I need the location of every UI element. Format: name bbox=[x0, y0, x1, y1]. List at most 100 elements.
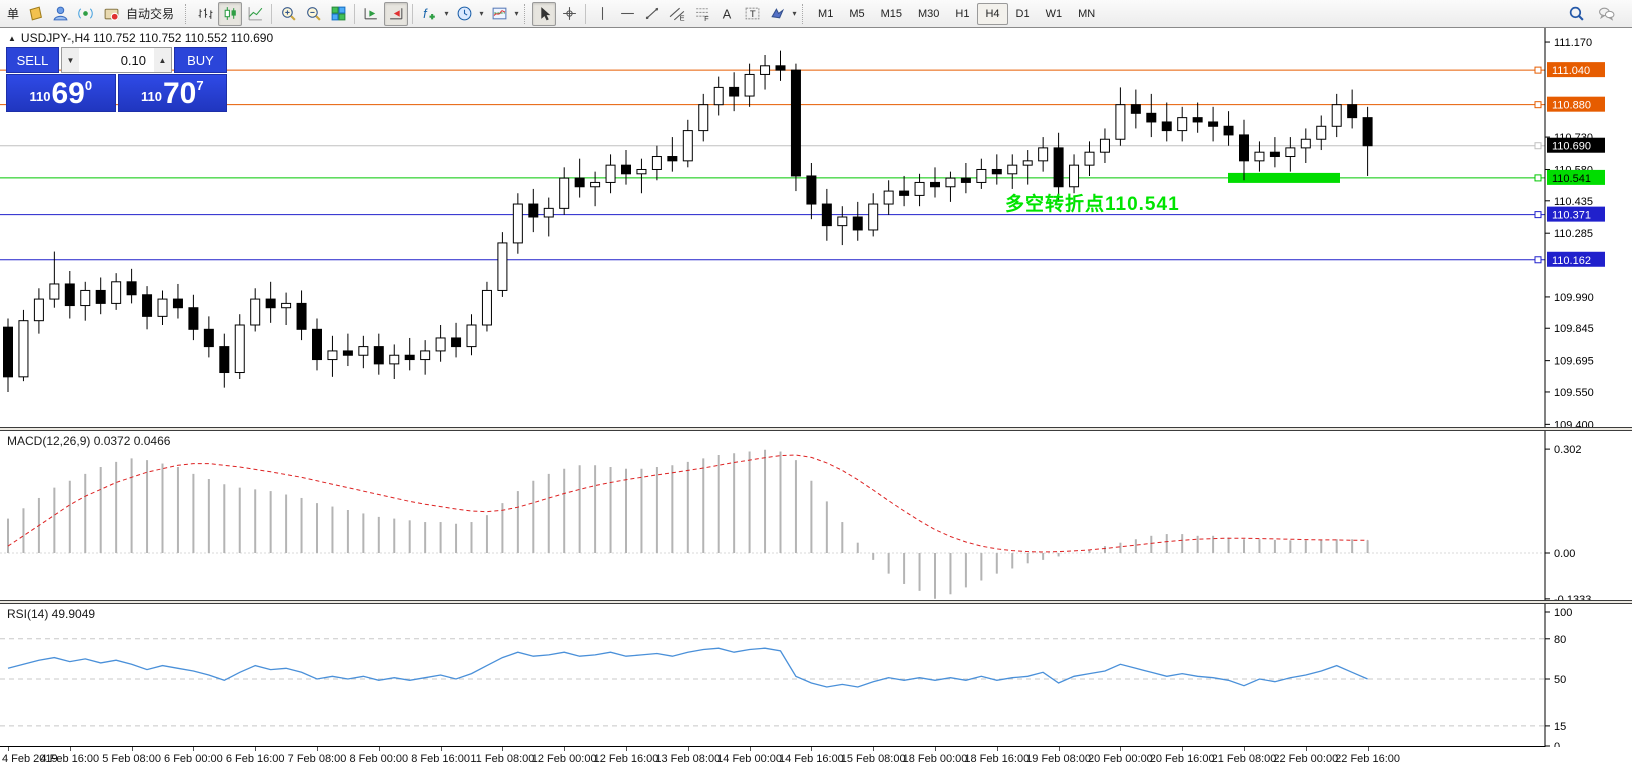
svg-text:110.285: 110.285 bbox=[1554, 228, 1593, 240]
new-order-button[interactable] bbox=[23, 2, 47, 26]
volume-stepper: ▼ ▲ bbox=[61, 47, 172, 73]
svg-text:109.400: 109.400 bbox=[1554, 419, 1594, 428]
time-label: 4 Feb 16:00 bbox=[40, 753, 100, 765]
macd-histogram bbox=[7, 449, 1369, 599]
toolbar-grip[interactable] bbox=[185, 3, 190, 24]
bar-chart-mode-button[interactable] bbox=[193, 2, 217, 26]
rsi-label: RSI(14) 49.9049 bbox=[7, 607, 96, 621]
pivot-annotation: 多空转折点110.541 bbox=[1005, 194, 1180, 215]
auto-scroll-button[interactable] bbox=[359, 2, 383, 26]
svg-text:109.845: 109.845 bbox=[1554, 323, 1594, 335]
tf-button-M30[interactable]: M30 bbox=[918, 7, 940, 20]
tf-button-W1[interactable]: W1 bbox=[1045, 7, 1063, 20]
volume-input[interactable] bbox=[79, 48, 154, 72]
templates-dropdown-caret-icon[interactable]: ▾ bbox=[514, 9, 519, 18]
fibonacci-icon: F bbox=[695, 8, 709, 22]
text-button[interactable]: A bbox=[715, 2, 739, 26]
toolbar-grip[interactable] bbox=[802, 3, 807, 24]
indicators-dropdown-caret-icon[interactable]: ▾ bbox=[444, 9, 449, 18]
tf-button-M5[interactable]: M5 bbox=[849, 7, 865, 20]
vertical-line-button[interactable] bbox=[590, 2, 614, 26]
macd-panel-canvas[interactable]: 0.302 0.00 -0.1333 bbox=[0, 431, 1632, 601]
volume-decrease-button[interactable]: ▼ bbox=[62, 48, 79, 72]
svg-text:T: T bbox=[749, 9, 755, 20]
tf-button-M15[interactable]: M15 bbox=[880, 7, 902, 20]
horizontal-line-button[interactable] bbox=[615, 2, 639, 26]
time-tick bbox=[1244, 747, 1245, 751]
panel-splitter[interactable] bbox=[0, 427, 1632, 431]
arrows-dropdown-caret-icon[interactable]: ▾ bbox=[792, 9, 797, 18]
time-label: 8 Feb 16:00 bbox=[411, 753, 470, 765]
chart-title-row: ▲ USDJPY-,H4 110.752 110.752 110.552 110… bbox=[8, 31, 273, 45]
sell-price-button[interactable]: 110 69 0 bbox=[6, 74, 116, 112]
broadcast-button[interactable] bbox=[73, 2, 97, 26]
fibonacci-button[interactable]: F bbox=[690, 2, 714, 26]
toolbar-grip[interactable] bbox=[524, 3, 529, 24]
text-label-button[interactable]: T bbox=[740, 2, 764, 26]
panel-splitter[interactable] bbox=[0, 600, 1632, 604]
buy-button[interactable]: BUY bbox=[174, 47, 227, 73]
indicators-button[interactable]: f bbox=[417, 2, 441, 26]
time-label: 11 Feb 08:00 bbox=[470, 753, 535, 765]
candlestick-mode-button[interactable] bbox=[218, 1, 243, 26]
time-tick bbox=[935, 747, 936, 751]
profile-icon bbox=[52, 6, 68, 21]
arrows-button[interactable] bbox=[765, 2, 789, 26]
text-a-icon: A bbox=[722, 6, 731, 21]
zoom-out-icon bbox=[306, 7, 321, 21]
tile-windows-button[interactable] bbox=[326, 2, 350, 26]
indicators-icon: f bbox=[423, 6, 435, 21]
svg-text:A: A bbox=[722, 6, 731, 21]
volume-increase-button[interactable]: ▲ bbox=[154, 48, 171, 72]
time-label: 15 Feb 08:00 bbox=[840, 753, 906, 765]
vertical-line-icon bbox=[601, 7, 603, 20]
time-axis[interactable]: 4 Feb 2019 4 Feb 16:00 5 Feb 08:00 6 Feb 00… bbox=[0, 747, 1632, 771]
periods-dropdown-caret-icon[interactable]: ▾ bbox=[479, 9, 484, 18]
autotrade-icon bbox=[104, 8, 119, 21]
horizontal-line-icon bbox=[620, 12, 634, 15]
time-tick bbox=[996, 747, 998, 751]
one-click-trading-panel: SELL ▼ ▲ BUY 110 69 0 110 70 7 bbox=[6, 47, 227, 112]
crosshair-icon bbox=[562, 7, 576, 20]
tf-button-H4[interactable]: H4 bbox=[977, 2, 1008, 25]
cursor-button[interactable] bbox=[532, 1, 557, 26]
time-label: 6 Feb 16:00 bbox=[225, 753, 285, 765]
order-menu-label[interactable]: 单 bbox=[7, 7, 20, 21]
profile-button[interactable] bbox=[48, 2, 72, 26]
svg-text:109.550: 109.550 bbox=[1554, 387, 1594, 399]
chart-shift-button[interactable] bbox=[384, 1, 409, 26]
line-chart-mode-button[interactable] bbox=[243, 2, 267, 26]
tile-windows-icon bbox=[331, 6, 345, 21]
sell-button[interactable]: SELL bbox=[6, 47, 59, 73]
main-chart-canvas[interactable]: 111.170110.730110.580110.435110.285109.9… bbox=[0, 28, 1632, 428]
buy-price-button[interactable]: 110 70 7 bbox=[117, 74, 227, 112]
time-label: 14 Feb 00:00 bbox=[717, 753, 783, 765]
zoom-in-button[interactable] bbox=[276, 2, 300, 26]
tf-button-M1[interactable]: M1 bbox=[818, 7, 834, 20]
trendline-button[interactable] bbox=[640, 2, 664, 26]
search-icon bbox=[1569, 6, 1584, 21]
rsi-panel-canvas[interactable]: 100 80 50 15 0 bbox=[0, 604, 1632, 747]
svg-text:100: 100 bbox=[1554, 607, 1572, 619]
chat-button[interactable] bbox=[1594, 2, 1618, 26]
autotrade-label: 自动交易 bbox=[126, 7, 175, 21]
time-label: 22 Feb 16:00 bbox=[1335, 753, 1401, 765]
svg-text:0.302: 0.302 bbox=[1554, 444, 1582, 456]
crosshair-button[interactable] bbox=[557, 2, 581, 26]
svg-text:f: f bbox=[423, 6, 428, 21]
equidistant-channel-button[interactable]: E bbox=[665, 2, 689, 26]
autotrade-button[interactable]: 自动交易 bbox=[98, 2, 182, 26]
tf-button-D1[interactable]: D1 bbox=[1015, 7, 1030, 20]
periods-button[interactable] bbox=[452, 2, 476, 26]
zoom-out-button[interactable] bbox=[301, 2, 325, 26]
tf-button-MN[interactable]: MN bbox=[1078, 7, 1096, 20]
text-label-icon: T bbox=[745, 7, 759, 20]
search-button[interactable] bbox=[1564, 2, 1588, 26]
templates-button[interactable] bbox=[487, 2, 511, 26]
toolbar: 单 自动交易 f ▾ bbox=[0, 0, 1632, 28]
collapse-icon[interactable]: ▲ bbox=[8, 33, 16, 43]
svg-text:80: 80 bbox=[1554, 634, 1566, 646]
zoom-in-icon bbox=[281, 7, 296, 21]
tf-button-H1[interactable]: H1 bbox=[955, 7, 970, 20]
